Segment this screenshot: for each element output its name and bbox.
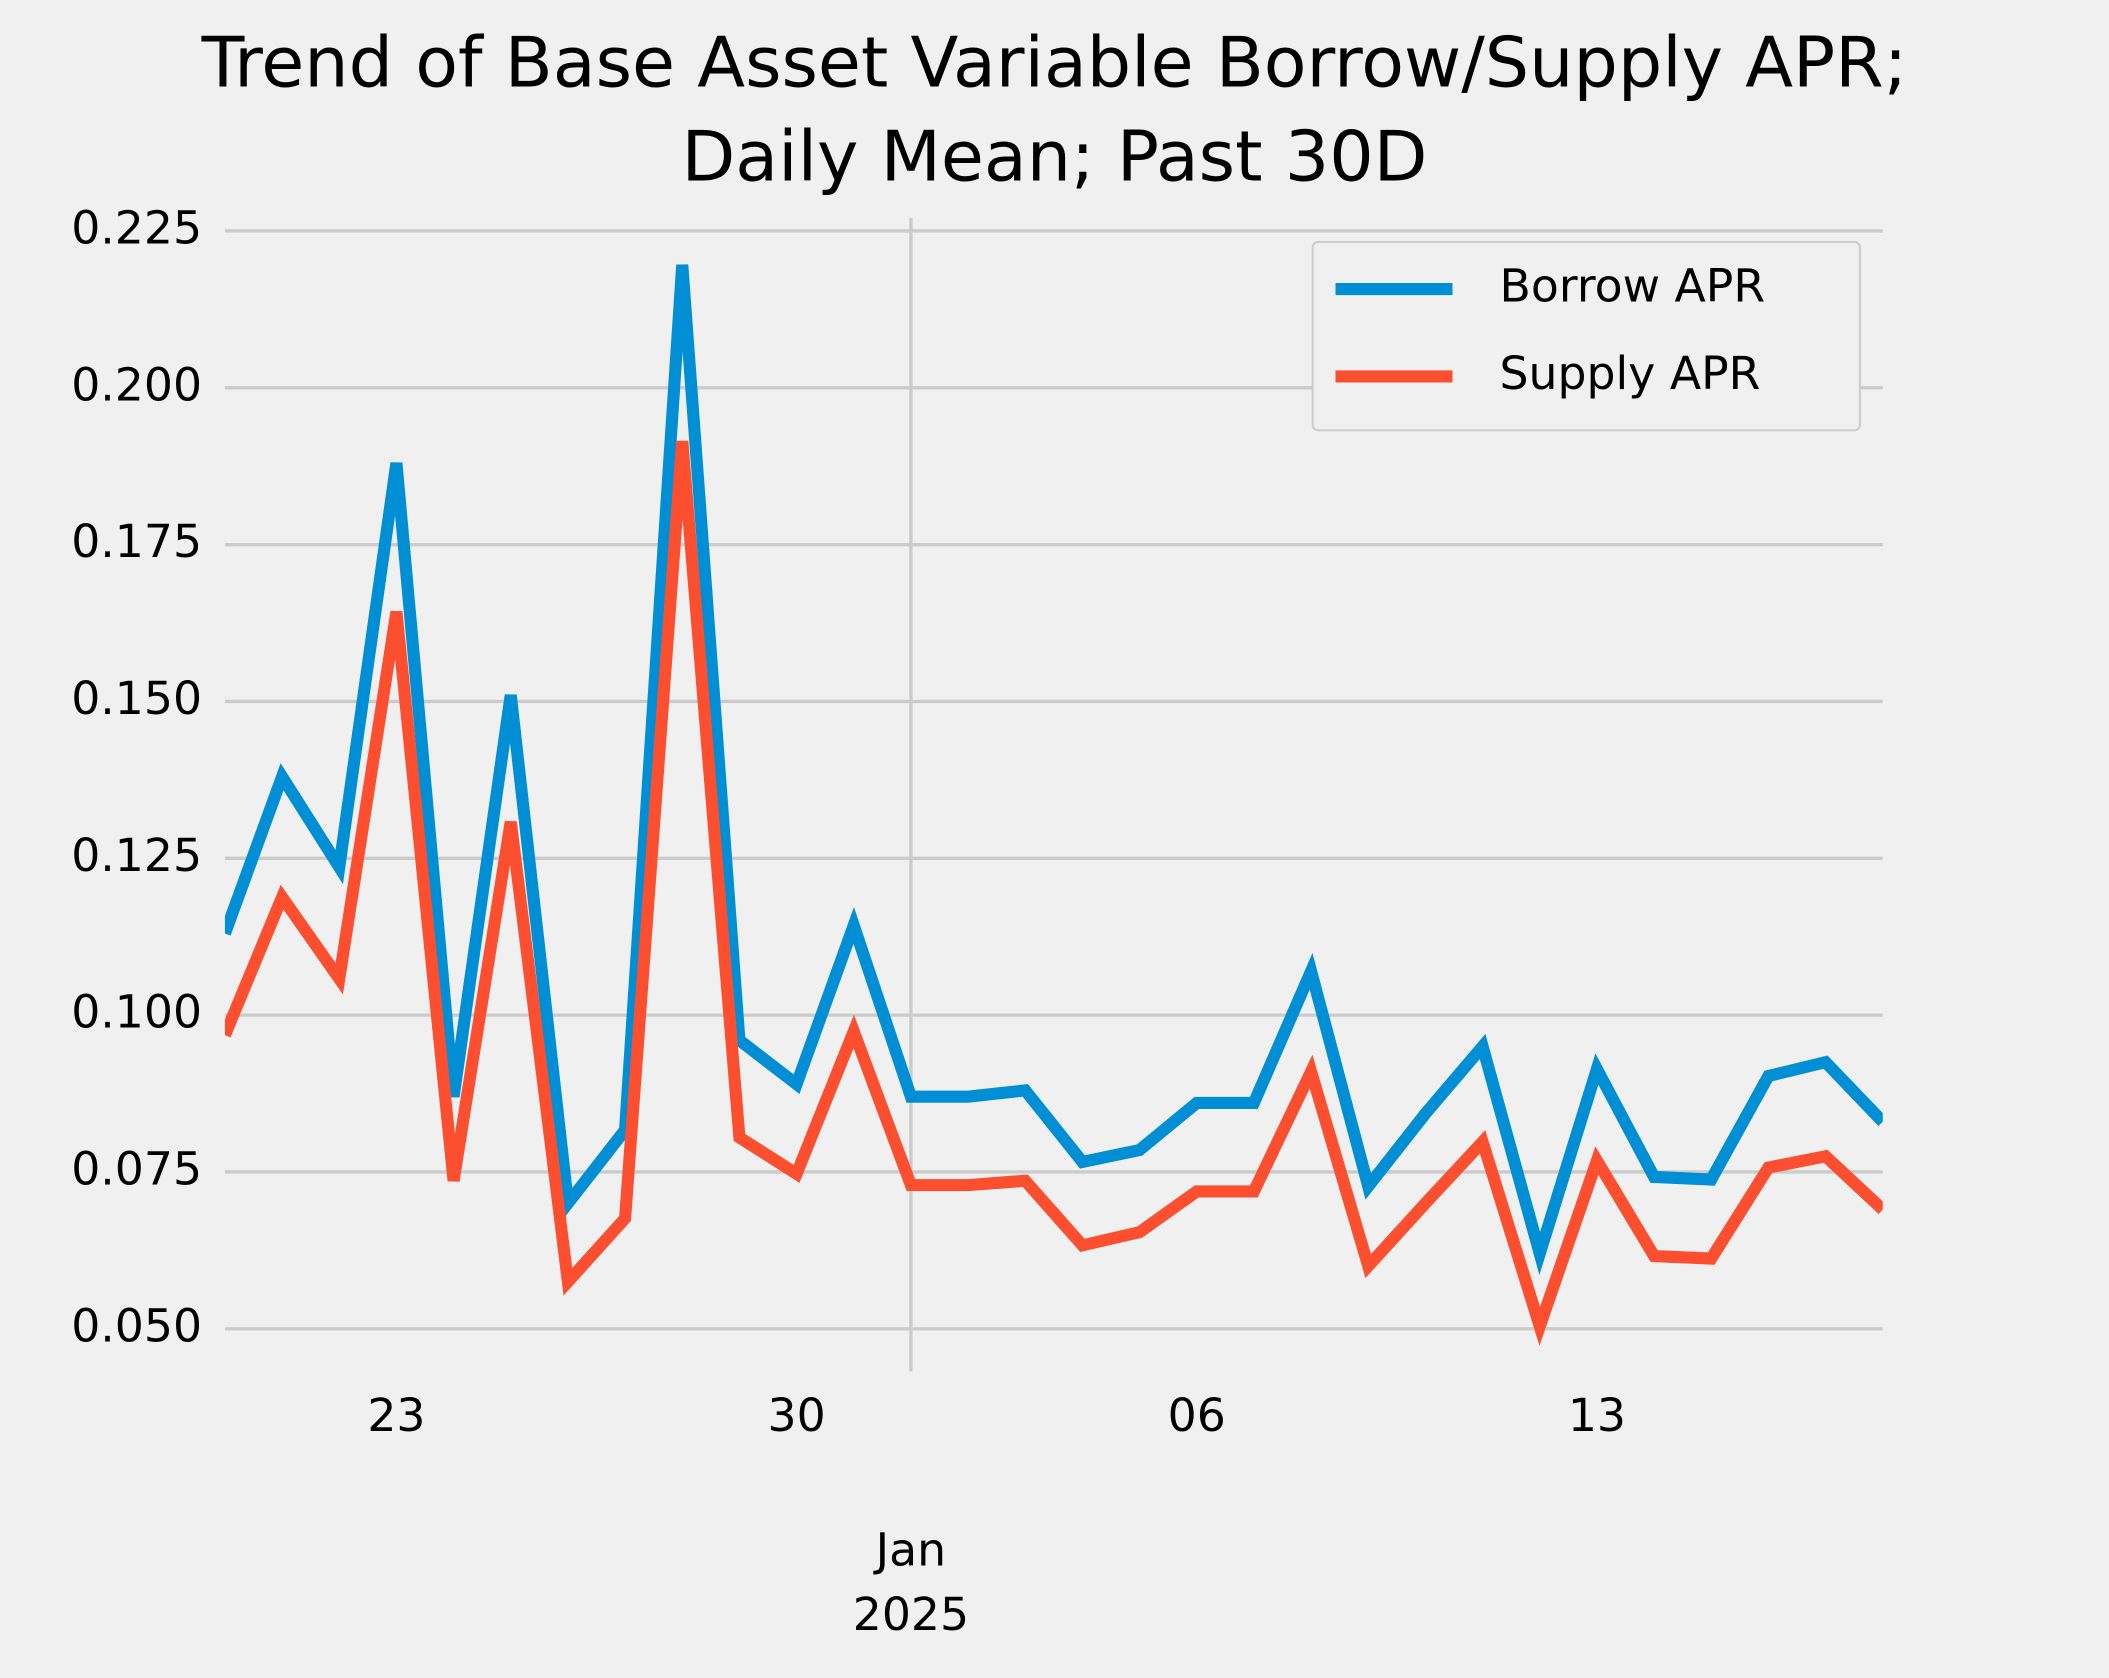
chart-title: Daily Mean; Past 30D — [681, 116, 1427, 197]
y-tick-label: 0.175 — [71, 515, 202, 568]
y-tick-label: 0.100 — [71, 986, 202, 1039]
x-tick-label: 30 — [767, 1389, 825, 1442]
data-line — [224, 264, 1883, 1276]
legend: Borrow APR Supply APR — [1311, 241, 1861, 432]
y-tick-label: 0.200 — [71, 358, 202, 411]
x-tick-label: 2025 — [853, 1588, 969, 1641]
x-tick-label: Jan — [873, 1523, 946, 1576]
chart-title: Trend of Base Asset Variable Borrow/Supp… — [201, 22, 1908, 103]
y-tick-label: 0.225 — [71, 201, 202, 254]
y-tick-label: 0.050 — [71, 1299, 202, 1352]
y-tick-label: 0.075 — [71, 1142, 202, 1195]
x-tick-label: 23 — [367, 1389, 425, 1442]
legend-label: Supply APR — [1500, 347, 1761, 400]
y-tick-label: 0.125 — [71, 829, 202, 882]
y-tick-label: 0.150 — [71, 672, 202, 725]
x-tick-label: 06 — [1168, 1389, 1226, 1442]
legend-label: Borrow APR — [1500, 260, 1766, 313]
x-tick-label: 13 — [1568, 1389, 1626, 1442]
data-line — [224, 440, 1883, 1346]
